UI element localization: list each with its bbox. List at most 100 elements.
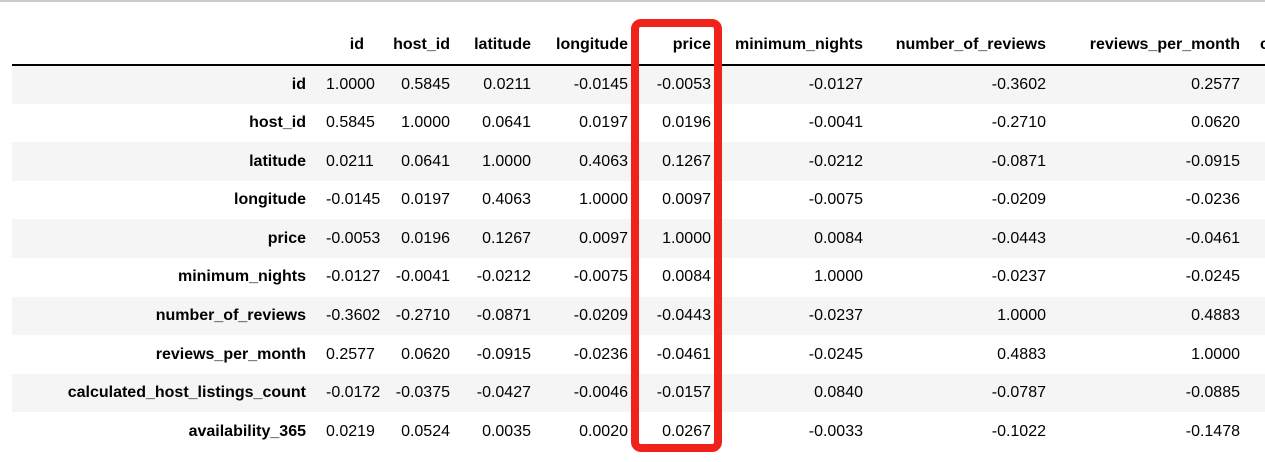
cell-minimum_nights-latitude: -0.0212 (476, 268, 531, 286)
cell-top-divider (0, 0, 1265, 2)
table-row-longitude: longitude -0.0145 0.0197 0.4063 1.0000 0.0097… (12, 181, 1265, 220)
table-row-availability_365: availability_365 0.0219 0.0524 0.0035 0.0020… (12, 412, 1265, 451)
cell-availability_365-id: 0.0219 (326, 422, 375, 440)
cell-number_of_reviews-reviews_per_month: 0.4883 (1191, 307, 1240, 325)
table-row-minimum_nights: minimum_nights -0.0127 -0.0041 -0.0212 -0.00… (12, 258, 1265, 297)
col-header-latitude: latitude (460, 2, 541, 66)
cell-calculated_host_listings_count-partial (1250, 374, 1265, 413)
cell-id-minimum_nights: -0.0127 (808, 76, 863, 93)
cell-longitude-id: -0.0145 (326, 191, 381, 209)
row-header-longitude: longitude (234, 191, 306, 209)
col-header-reviews_per_month: reviews_per_month (1056, 2, 1250, 66)
cell-longitude-host_id: 0.0197 (401, 191, 450, 209)
row-header-latitude: latitude (249, 152, 306, 170)
cell-host_id-id: 0.5845 (326, 114, 375, 132)
cell-longitude-longitude: 1.0000 (579, 191, 628, 209)
col-header-longitude: longitude (541, 2, 638, 66)
cell-id-latitude: 0.0211 (483, 76, 531, 93)
cell-minimum_nights-host_id: -0.0041 (395, 268, 450, 286)
cell-id-partial (1250, 65, 1265, 104)
table-header: id host_id latitude longitude price minimum_n… (12, 2, 1265, 66)
cell-reviews_per_month-price: -0.0461 (656, 345, 711, 363)
cell-latitude-latitude: 1.0000 (482, 152, 531, 170)
row-header-reviews_per_month: reviews_per_month (155, 345, 306, 363)
cell-calculated_host_listings_count-number_of_reviews: -0.0787 (991, 384, 1046, 402)
row-header-minimum_nights: minimum_nights (177, 268, 306, 286)
cell-price-price: 1.0000 (662, 229, 711, 247)
table-row-calculated_host_listings_count: calculated_host_listings_count -0.0172 -0.… (12, 373, 1265, 413)
cell-host_id-price: 0.0196 (662, 114, 711, 132)
cell-reviews_per_month-minimum_nights: -0.0245 (808, 345, 863, 363)
table-row-price: price -0.0053 0.0196 0.1267 0.0097 1.0000 0.00… (12, 219, 1265, 258)
cell-longitude-reviews_per_month: -0.0236 (1185, 191, 1240, 209)
cell-longitude-partial (1250, 181, 1265, 220)
cell-calculated_host_listings_count-reviews_per_month: -0.0885 (1185, 384, 1240, 402)
cell-availability_365-partial (1250, 412, 1265, 451)
cell-longitude-latitude: 0.4063 (482, 191, 531, 209)
cell-host_id-host_id: 1.0000 (401, 114, 450, 132)
cell-host_id-minimum_nights: -0.0041 (808, 114, 863, 132)
cell-minimum_nights-id: -0.0127 (326, 268, 381, 286)
cell-longitude-price: 0.0097 (662, 191, 711, 209)
table-row-latitude: latitude 0.0211 0.0641 1.0000 0.4063 0.1267 -0… (12, 142, 1265, 181)
cell-host_id-latitude: 0.0641 (482, 114, 531, 132)
cell-price-number_of_reviews: -0.0443 (991, 229, 1046, 247)
cell-availability_365-minimum_nights: -0.0033 (808, 422, 863, 440)
cell-minimum_nights-reviews_per_month: -0.0245 (1185, 268, 1240, 286)
cell-number_of_reviews-partial (1250, 297, 1265, 336)
row-header-number_of_reviews: number_of_reviews (155, 307, 306, 325)
cell-availability_365-price: 0.0267 (662, 422, 711, 440)
cell-host_id-number_of_reviews: -0.2710 (991, 114, 1046, 132)
col-header-partial: c (1250, 2, 1265, 66)
cell-number_of_reviews-price: -0.0443 (656, 307, 711, 325)
header-row: id host_id latitude longitude price minimum_n… (12, 2, 1265, 66)
cell-id-id: 1.0000 (326, 76, 375, 93)
cell-host_id-reviews_per_month: 0.0620 (1191, 114, 1240, 132)
cell-calculated_host_listings_count-host_id: -0.0375 (395, 384, 450, 402)
cell-price-minimum_nights: 0.0084 (814, 229, 863, 247)
cell-price-host_id: 0.0196 (401, 229, 450, 247)
col-header-minimum_nights: minimum_nights (721, 2, 873, 66)
cell-minimum_nights-partial (1250, 258, 1265, 297)
cell-calculated_host_listings_count-longitude: -0.0046 (573, 384, 628, 402)
correlation-table-container: id host_id latitude longitude price minimum_n… (12, 2, 1265, 458)
row-header-calculated_host_listings_count: calculated_host_listings_count (67, 384, 306, 402)
cell-number_of_reviews-longitude: -0.0209 (573, 307, 628, 325)
cell-id-host_id: 0.5845 (401, 76, 450, 93)
cell-price-latitude: 0.1267 (482, 229, 531, 247)
col-header-host_id: host_id (374, 2, 460, 66)
cell-number_of_reviews-id: -0.3602 (326, 307, 381, 325)
cell-calculated_host_listings_count-price: -0.0157 (656, 384, 711, 402)
cell-number_of_reviews-minimum_nights: -0.0237 (808, 307, 863, 325)
cell-reviews_per_month-latitude: -0.0915 (476, 345, 531, 363)
cell-calculated_host_listings_count-latitude: -0.0427 (476, 384, 531, 402)
row-header-availability_365: availability_365 (188, 422, 306, 440)
row-header-host_id: host_id (249, 114, 306, 132)
table-row-reviews_per_month: reviews_per_month 0.2577 0.0620 -0.0915 -0.0… (12, 335, 1265, 374)
cell-price-longitude: 0.0097 (579, 229, 628, 247)
table-body: id 1.0000 0.5845 0.0211 -0.0145 -0.0053 -0.012… (12, 65, 1265, 451)
cell-latitude-partial (1250, 142, 1265, 181)
cell-availability_365-host_id: 0.0524 (401, 422, 450, 440)
cell-reviews_per_month-partial (1250, 335, 1265, 374)
cell-reviews_per_month-reviews_per_month: 1.0000 (1191, 345, 1240, 363)
cell-host_id-longitude: 0.0197 (579, 114, 628, 132)
cell-reviews_per_month-longitude: -0.0236 (573, 345, 628, 363)
cell-id-longitude: -0.0145 (573, 76, 628, 93)
cell-latitude-price: 0.1267 (662, 152, 711, 170)
row-header-id: id (291, 76, 306, 93)
corner-cell (12, 2, 316, 66)
cell-availability_365-number_of_reviews: -0.1022 (991, 422, 1046, 440)
cell-calculated_host_listings_count-minimum_nights: 0.0840 (814, 384, 863, 402)
cell-latitude-longitude: 0.4063 (579, 152, 628, 170)
cell-reviews_per_month-id: 0.2577 (326, 345, 375, 363)
col-header-price: price (638, 2, 721, 66)
cell-minimum_nights-price: 0.0084 (662, 268, 711, 286)
cell-id-price: -0.0053 (656, 76, 711, 93)
cell-host_id-partial (1250, 104, 1265, 143)
cell-reviews_per_month-number_of_reviews: 0.4883 (997, 345, 1046, 363)
cell-latitude-reviews_per_month: -0.0915 (1185, 152, 1240, 170)
cell-id-reviews_per_month: 0.2577 (1191, 76, 1240, 93)
cell-longitude-number_of_reviews: -0.0209 (991, 191, 1046, 209)
table-row-id: id 1.0000 0.5845 0.0211 -0.0145 -0.0053 -0.012… (12, 65, 1265, 104)
